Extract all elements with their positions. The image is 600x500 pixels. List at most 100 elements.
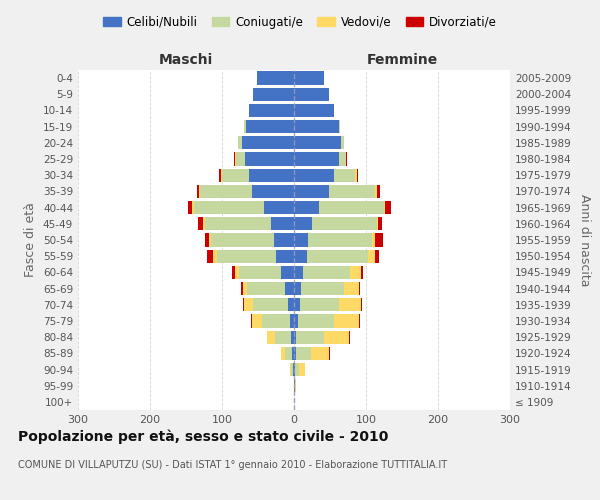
Bar xyxy=(294,298,300,312)
Bar xyxy=(294,104,334,117)
Bar xyxy=(235,152,236,166)
Bar xyxy=(193,201,194,214)
Bar xyxy=(359,282,360,295)
Text: Femmine: Femmine xyxy=(367,53,437,67)
Bar xyxy=(217,250,276,263)
Bar xyxy=(361,266,363,279)
Text: Maschi: Maschi xyxy=(159,53,213,67)
Bar xyxy=(385,201,391,214)
Bar xyxy=(284,282,294,295)
Bar xyxy=(242,136,294,149)
Bar xyxy=(294,363,295,376)
Bar xyxy=(205,217,271,230)
Bar xyxy=(384,201,385,214)
Bar xyxy=(207,250,212,263)
Bar xyxy=(308,234,372,246)
Bar xyxy=(243,282,247,295)
Bar xyxy=(304,266,350,279)
Bar xyxy=(329,185,376,198)
Bar xyxy=(296,346,311,360)
Bar xyxy=(236,152,245,166)
Bar xyxy=(212,250,217,263)
Bar xyxy=(266,330,275,344)
Text: Popolazione per età, sesso e stato civile - 2010: Popolazione per età, sesso e stato civil… xyxy=(18,430,388,444)
Y-axis label: Anni di nascita: Anni di nascita xyxy=(578,194,591,286)
Bar xyxy=(264,201,294,214)
Bar xyxy=(319,201,384,214)
Bar xyxy=(197,217,203,230)
Bar xyxy=(294,136,341,149)
Bar xyxy=(292,346,294,360)
Bar xyxy=(219,168,221,182)
Bar xyxy=(294,72,324,85)
Bar xyxy=(241,282,243,295)
Bar xyxy=(294,185,329,198)
Bar xyxy=(294,379,295,392)
Bar xyxy=(252,185,294,198)
Bar xyxy=(340,298,361,312)
Bar xyxy=(338,120,340,134)
Bar xyxy=(311,346,329,360)
Bar xyxy=(329,346,330,360)
Bar xyxy=(334,168,355,182)
Bar xyxy=(197,185,199,198)
Bar xyxy=(344,282,359,295)
Bar xyxy=(368,250,376,263)
Bar xyxy=(294,120,338,134)
Bar xyxy=(275,330,291,344)
Bar xyxy=(323,330,349,344)
Bar xyxy=(298,314,334,328)
Bar xyxy=(276,250,294,263)
Bar xyxy=(211,234,274,246)
Bar xyxy=(281,346,286,360)
Bar xyxy=(341,136,344,149)
Bar xyxy=(377,217,378,230)
Bar xyxy=(232,266,235,279)
Bar xyxy=(346,152,347,166)
Bar xyxy=(287,298,294,312)
Bar xyxy=(199,185,200,198)
Bar xyxy=(296,330,323,344)
Bar xyxy=(246,120,294,134)
Bar xyxy=(294,282,301,295)
Bar xyxy=(376,234,383,246)
Bar xyxy=(294,346,296,360)
Bar xyxy=(299,363,305,376)
Bar xyxy=(356,168,358,182)
Bar xyxy=(243,298,244,312)
Bar xyxy=(253,88,294,101)
Bar xyxy=(293,363,294,376)
Bar xyxy=(274,234,294,246)
Bar xyxy=(372,234,376,246)
Bar xyxy=(200,185,252,198)
Bar xyxy=(238,136,242,149)
Bar xyxy=(361,298,362,312)
Bar xyxy=(294,266,304,279)
Bar xyxy=(222,168,250,182)
Bar xyxy=(378,217,382,230)
Bar xyxy=(294,250,307,263)
Bar xyxy=(239,266,281,279)
Text: COMUNE DI VILLAPUTZU (SU) - Dati ISTAT 1° gennaio 2010 - Elaborazione TUTTITALIA: COMUNE DI VILLAPUTZU (SU) - Dati ISTAT 1… xyxy=(18,460,447,470)
Bar xyxy=(350,266,361,279)
Bar xyxy=(253,298,287,312)
Bar xyxy=(247,282,284,295)
Bar xyxy=(203,217,205,230)
Bar xyxy=(307,250,368,263)
Bar xyxy=(300,298,340,312)
Bar xyxy=(294,88,329,101)
Bar xyxy=(205,234,209,246)
Bar xyxy=(377,185,380,198)
Bar xyxy=(294,234,308,246)
Bar xyxy=(294,201,319,214)
Bar xyxy=(188,201,193,214)
Bar xyxy=(294,330,296,344)
Bar xyxy=(301,282,344,295)
Bar xyxy=(221,168,222,182)
Bar xyxy=(194,201,264,214)
Y-axis label: Fasce di età: Fasce di età xyxy=(25,202,37,278)
Bar xyxy=(355,168,356,182)
Bar xyxy=(291,363,293,376)
Bar xyxy=(338,152,346,166)
Bar xyxy=(209,234,211,246)
